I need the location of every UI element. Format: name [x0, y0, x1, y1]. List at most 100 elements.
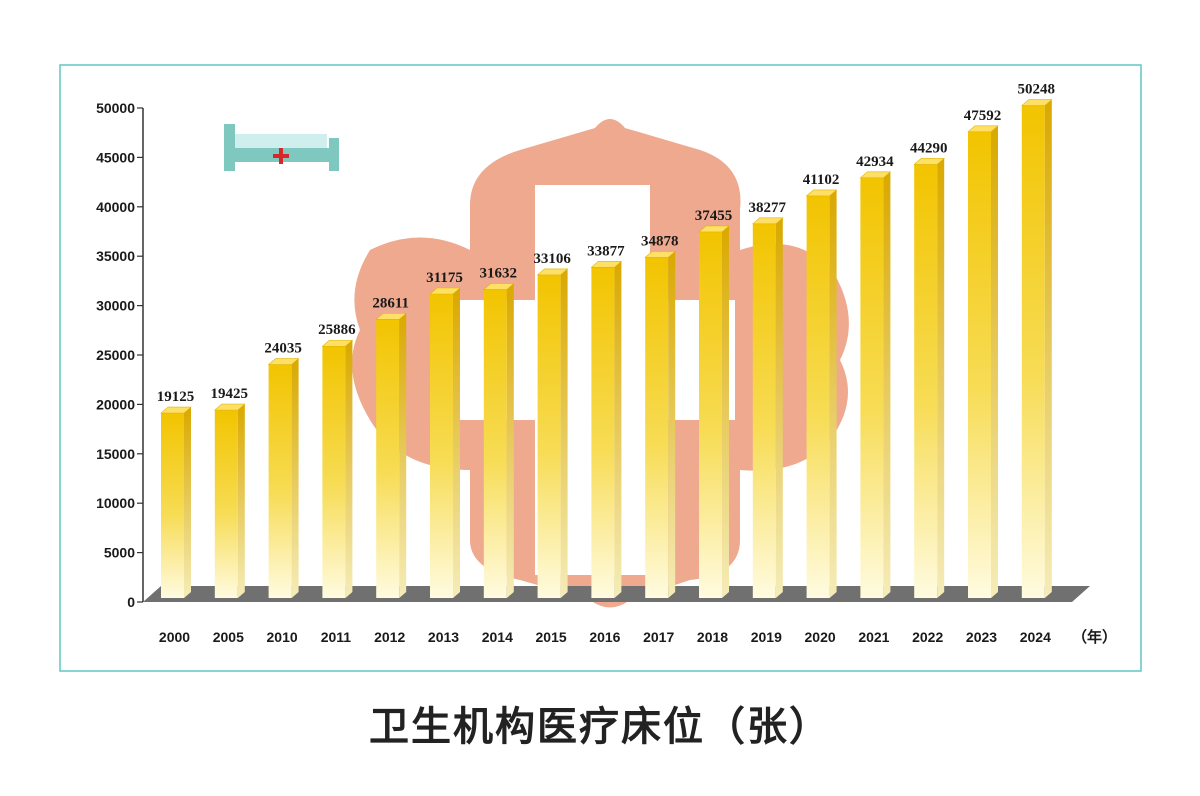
- data-label: 28611: [372, 295, 409, 311]
- x-tick-label: 2014: [482, 629, 513, 645]
- bar-cap: [321, 339, 354, 347]
- bar-cap: [536, 268, 569, 276]
- y-axis-ticks: 0 5000 10000 15000 20000 25000 30000 35000 40000…: [96, 100, 143, 610]
- x-tick-label: 2023: [966, 629, 997, 645]
- x-tick-label: 2000: [159, 629, 190, 645]
- data-label: 50248: [1018, 82, 1056, 98]
- bar-side: [668, 251, 676, 598]
- x-tick-label: 2011: [321, 629, 352, 645]
- bar-front: [968, 131, 991, 598]
- bar-front: [914, 164, 938, 598]
- bar-2011: 25886: [318, 322, 356, 598]
- bar-side: [237, 404, 245, 598]
- y-tick-label: 25000: [96, 347, 135, 363]
- y-tick-label: 10000: [96, 495, 135, 511]
- bar-cap: [375, 313, 408, 320]
- data-label: 31632: [480, 265, 518, 281]
- data-label: 47592: [964, 108, 1002, 124]
- x-axis-labels: 2000 2005 2010 2011 2012 2013 2014 2015 2016 2017…: [159, 629, 1051, 645]
- bar-front: [214, 410, 238, 598]
- bar-2005: 19425: [211, 386, 249, 598]
- bar-cap: [590, 260, 623, 268]
- data-label: 34878: [641, 233, 679, 249]
- bar-cap: [160, 406, 192, 414]
- bar-2020: 41102: [803, 172, 840, 599]
- bar-side: [184, 407, 191, 598]
- bar-2015: 33106: [533, 251, 571, 598]
- bar-side: [560, 268, 568, 598]
- bar-2014: 31632: [480, 265, 518, 598]
- y-tick-label: 0: [127, 594, 135, 610]
- bar-side: [506, 283, 514, 598]
- y-tick-label: 50000: [96, 100, 135, 116]
- x-tick-label: 2015: [536, 629, 567, 645]
- bar-side: [775, 217, 783, 598]
- bar-2018: 37455: [695, 208, 732, 599]
- bar-cap: [267, 358, 300, 365]
- bar-2000: 19125: [157, 389, 194, 598]
- bar-2023: 47592: [964, 108, 1002, 598]
- data-label: 31175: [426, 270, 463, 286]
- bar-2019: 38277: [749, 200, 787, 598]
- data-label: 25886: [318, 322, 356, 338]
- data-label: 33877: [587, 243, 625, 259]
- bars: 19125 19425 24035 25886 28611 31175 31632 33106…: [157, 82, 1056, 599]
- bar-cap: [482, 283, 515, 290]
- chart-title: 卫生机构医疗床位（张）: [369, 704, 831, 750]
- data-label: 41102: [803, 172, 840, 188]
- bar-cap: [1020, 99, 1053, 106]
- bar-cap: [644, 251, 677, 258]
- bar-2012: 28611: [372, 295, 409, 598]
- bar-cap: [805, 189, 838, 197]
- x-tick-label: 2016: [589, 629, 620, 645]
- bar-side: [399, 313, 407, 598]
- y-tick-label: 15000: [96, 446, 135, 462]
- data-label: 42934: [856, 154, 894, 170]
- bar-front: [699, 231, 722, 599]
- x-tick-label: 2021: [858, 629, 889, 645]
- bar-side: [991, 125, 998, 598]
- bar-front: [268, 364, 292, 598]
- bar-front: [591, 267, 615, 598]
- x-tick-label: 2012: [374, 629, 405, 645]
- bar-cap: [967, 125, 999, 133]
- bar-front: [322, 346, 346, 598]
- bar-front: [161, 413, 184, 598]
- bar-side: [883, 171, 891, 598]
- bar-front: [752, 223, 776, 598]
- bar-side: [345, 340, 353, 598]
- bar-side: [614, 261, 622, 598]
- bar-front: [645, 257, 669, 598]
- data-label: 19425: [211, 386, 249, 402]
- bar-side: [1044, 99, 1052, 599]
- bar-front: [430, 293, 453, 598]
- bar-cap: [913, 158, 946, 165]
- bar-cap: [429, 287, 461, 295]
- x-axis-unit: （年）: [1072, 628, 1117, 646]
- bar-cap: [213, 403, 246, 411]
- data-label: 33106: [533, 251, 571, 267]
- bar-front: [806, 195, 830, 599]
- bar-side: [453, 287, 460, 598]
- y-tick-label: 20000: [96, 396, 135, 412]
- bar-2024: 50248: [1018, 82, 1056, 599]
- bar-2013: 31175: [426, 270, 463, 598]
- x-tick-label: 2017: [643, 629, 674, 645]
- bar-front: [1021, 105, 1045, 599]
- bar-2022: 44290: [910, 140, 947, 598]
- bar-front: [376, 319, 400, 598]
- bar-front: [483, 289, 507, 598]
- x-tick-label: 2022: [912, 629, 943, 645]
- x-tick-label: 2019: [751, 629, 782, 645]
- x-tick-label: 2005: [213, 629, 244, 645]
- bar-side: [722, 225, 729, 599]
- bar-side: [937, 158, 945, 598]
- y-tick-label: 40000: [96, 199, 135, 215]
- x-tick-label: 2018: [697, 629, 728, 645]
- y-tick-label: 35000: [96, 248, 135, 264]
- y-tick-label: 5000: [104, 545, 135, 561]
- hospital-bed-icon: [224, 124, 339, 171]
- x-tick-label: 2010: [267, 629, 298, 645]
- data-label: 24035: [264, 341, 302, 357]
- bar-2017: 34878: [641, 233, 679, 598]
